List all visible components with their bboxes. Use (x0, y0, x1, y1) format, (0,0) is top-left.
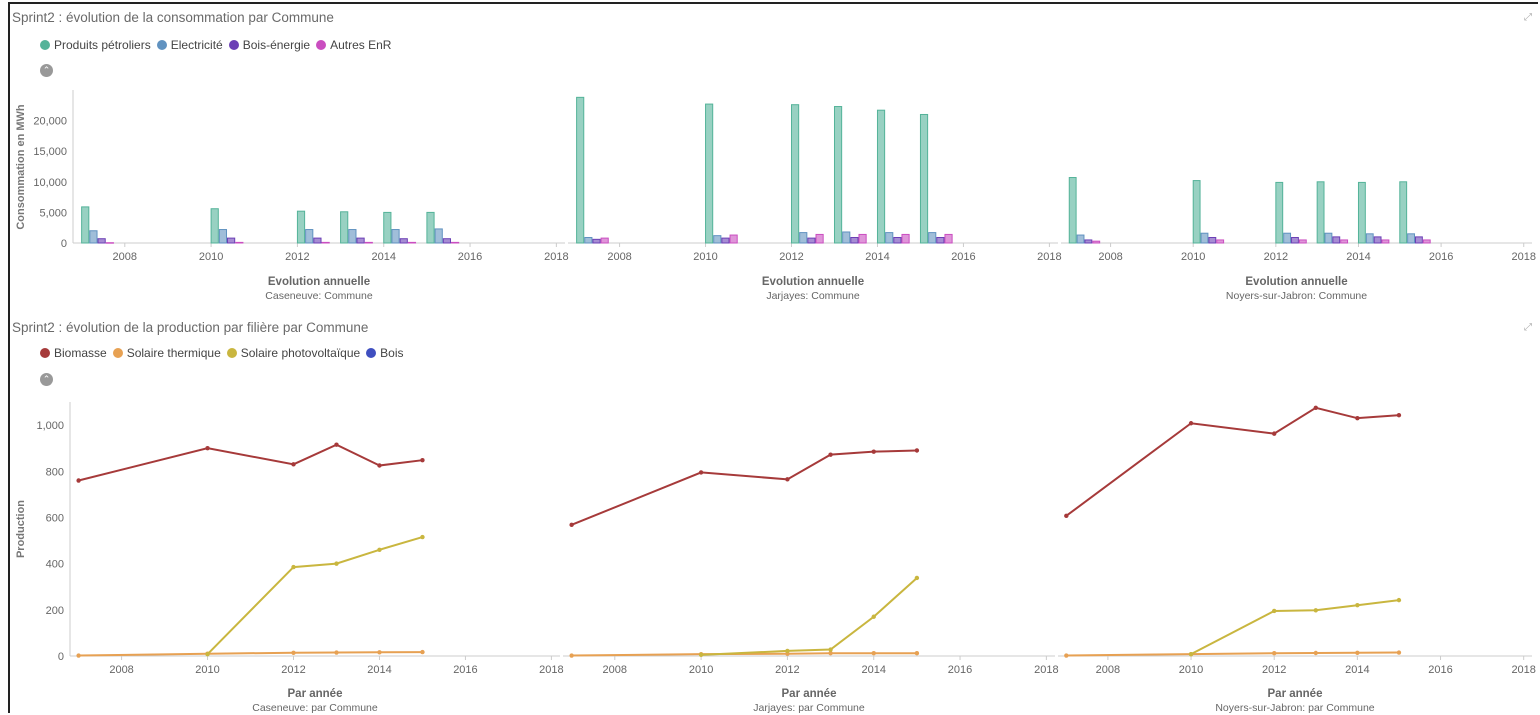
legend-production: Biomasse Solaire thermique Solaire photo… (40, 346, 410, 360)
legend-consumption: Produits pétroliers Electricité Bois-éne… (40, 38, 397, 52)
panel-title-consumption: Sprint2 : évolution de la consommation p… (12, 10, 334, 25)
legend-item-biomasse[interactable]: Biomasse (40, 346, 107, 360)
dashboard-frame (8, 2, 1538, 713)
panel-title-production: Sprint2 : évolution de la production par… (12, 320, 369, 335)
legend-item-bois-energie[interactable]: Bois-énergie (228, 38, 310, 52)
legend-dot-icon (112, 348, 123, 358)
expand-panel-icon[interactable]: ⤢ (1524, 12, 1532, 23)
legend-dot-icon (40, 348, 50, 358)
legend-item-solaire-thermique[interactable]: Solaire thermique (112, 346, 221, 360)
legend-item-bois[interactable]: Bois (366, 346, 404, 360)
legend-dot-icon (40, 40, 50, 50)
legend-dot-icon (226, 348, 237, 358)
legend-dot-icon (316, 40, 327, 50)
legend-item-solaire-photovoltaique[interactable]: Solaire photovoltaïque (226, 346, 360, 360)
legend-dot-icon (366, 348, 377, 358)
legend-item-autres-enr[interactable]: Autres EnR (316, 38, 391, 52)
legend-item-electricite[interactable]: Electricité (156, 38, 223, 52)
legend-dot-icon (156, 40, 167, 50)
collapse-legend-icon[interactable]: ⌃ (40, 64, 53, 77)
collapse-legend-icon[interactable]: ⌃ (40, 373, 53, 386)
expand-panel-icon[interactable]: ⤢ (1524, 322, 1532, 333)
legend-dot-icon (228, 40, 239, 50)
legend-item-produits-petroliers[interactable]: Produits pétroliers (40, 38, 151, 52)
